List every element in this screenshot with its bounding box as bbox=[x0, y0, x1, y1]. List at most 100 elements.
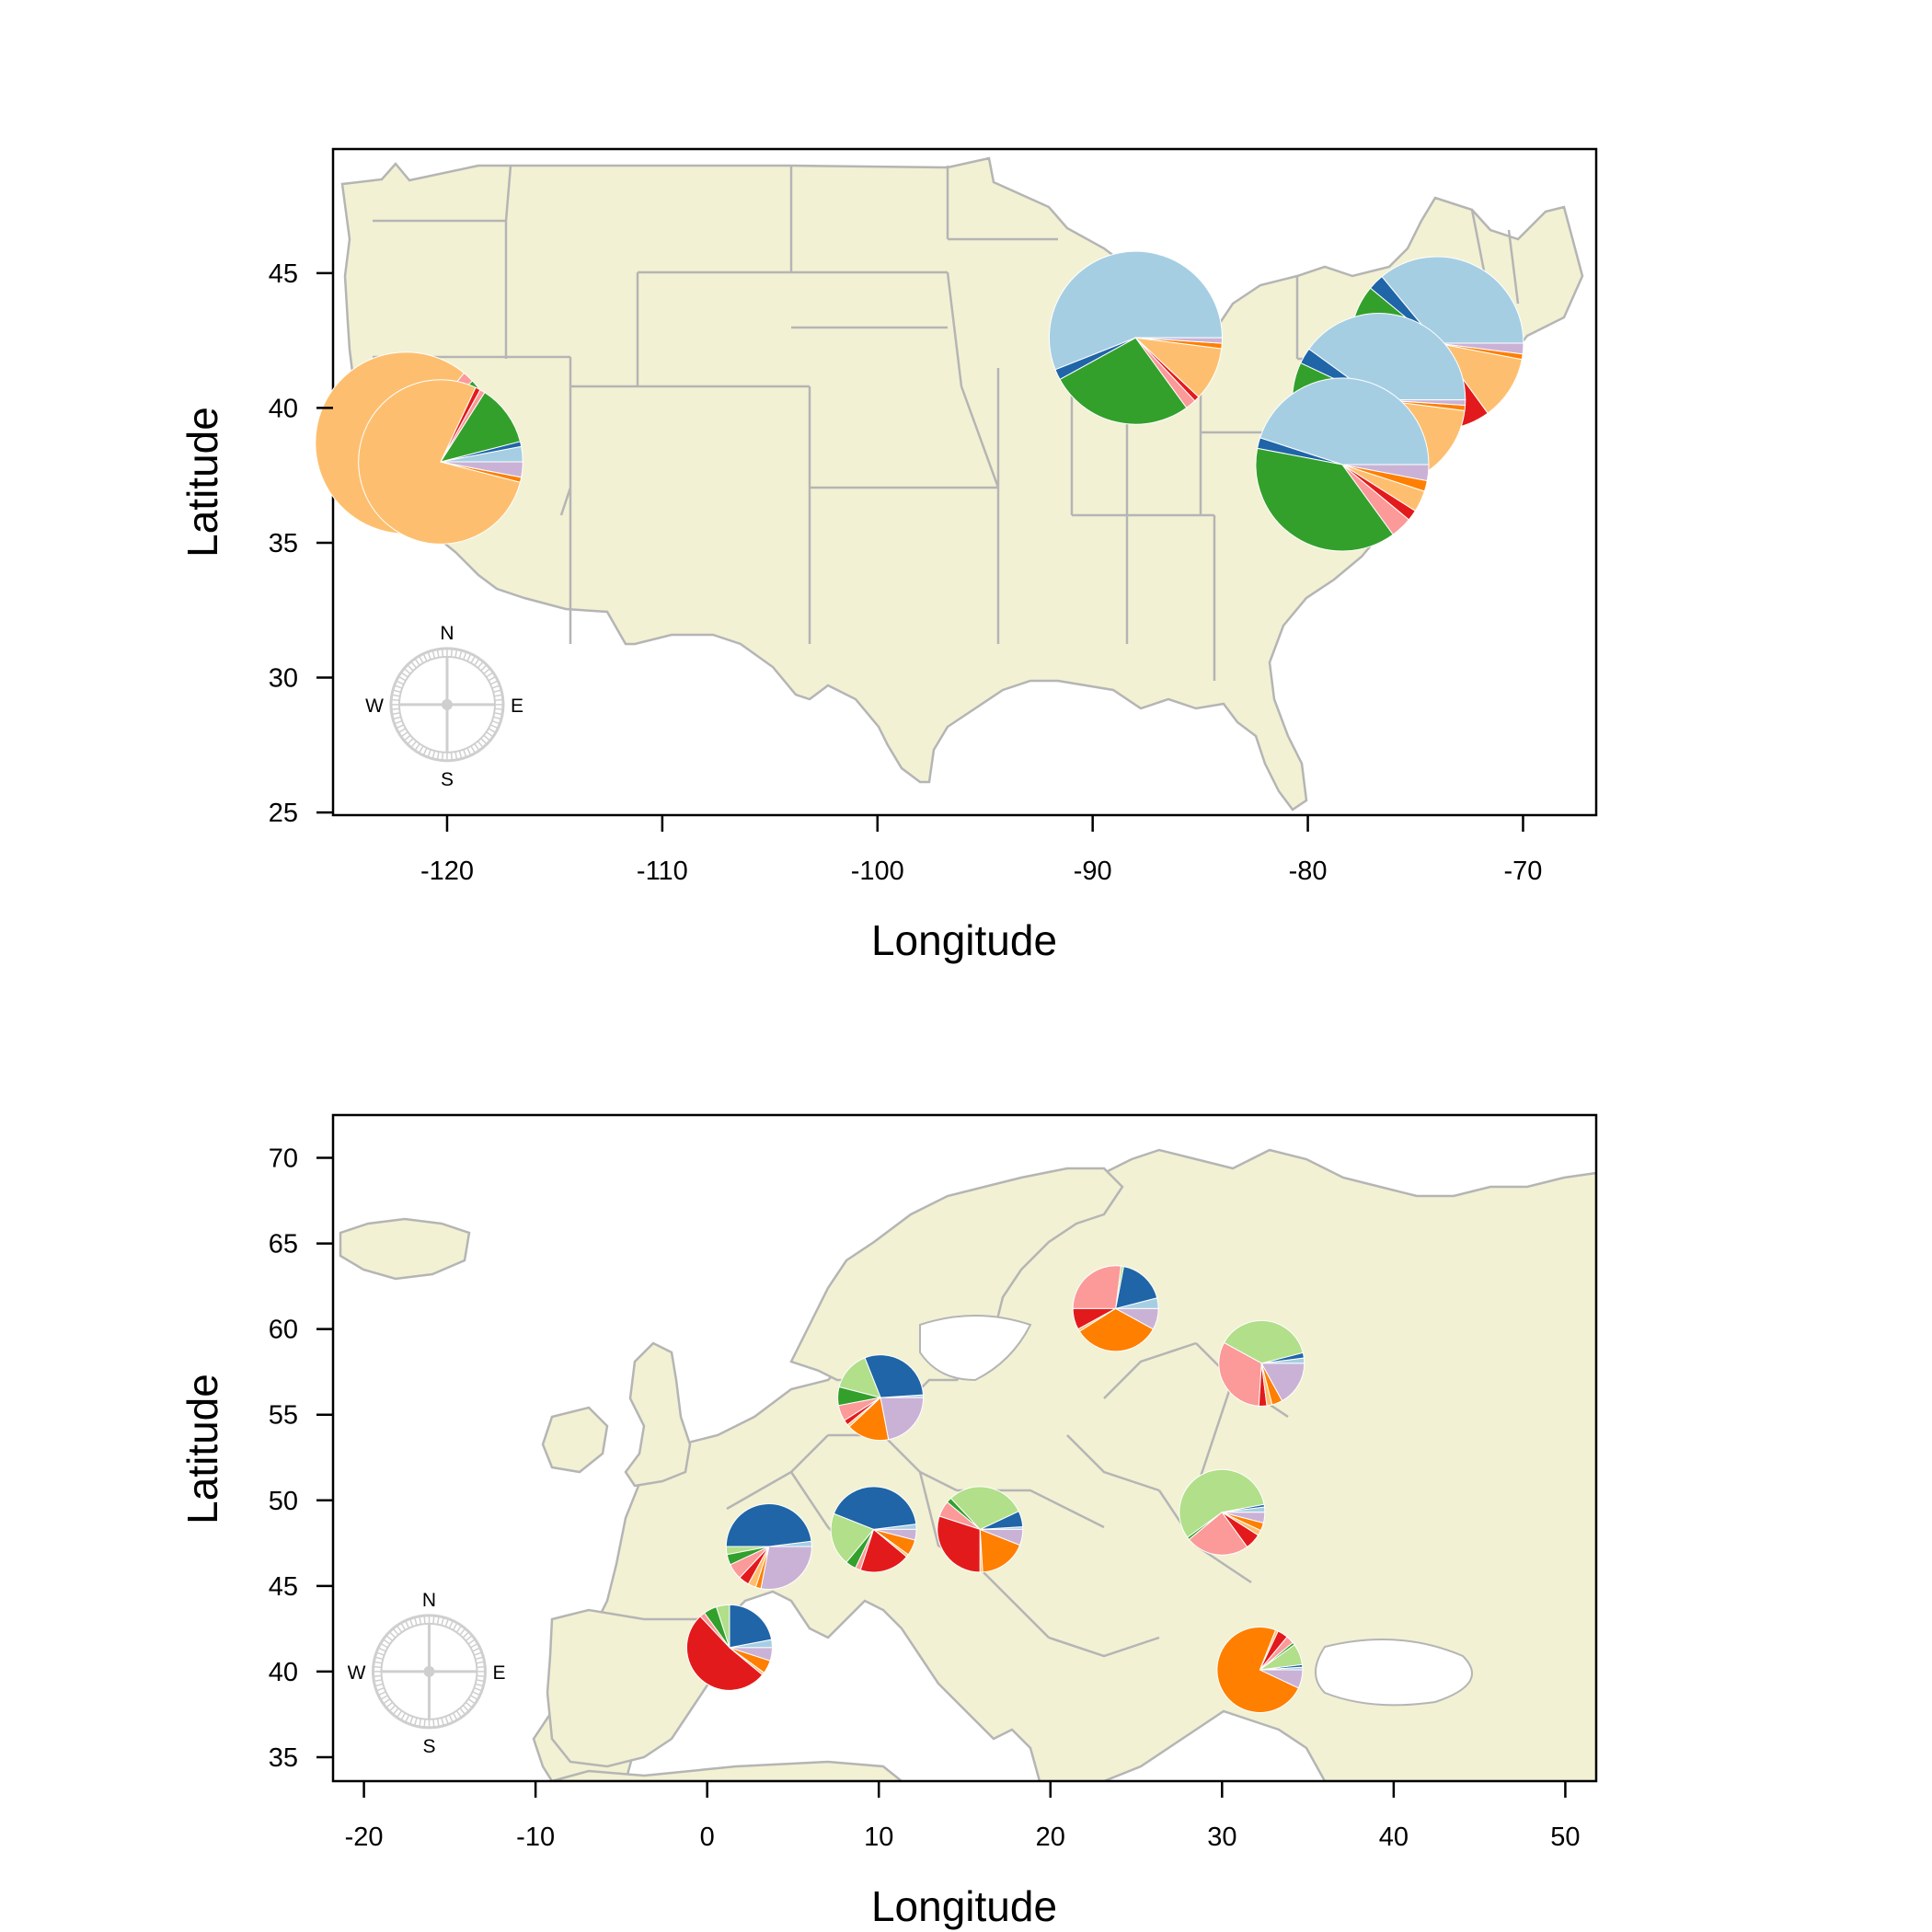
compass-tick bbox=[403, 734, 411, 742]
x-tick-label: 30 bbox=[1207, 1823, 1236, 1852]
compass-tick bbox=[483, 734, 491, 742]
compass-tick bbox=[383, 1639, 391, 1645]
europe-compass-rose: N S E W bbox=[348, 1590, 506, 1757]
compass-tick bbox=[400, 1712, 407, 1721]
compass-tick bbox=[450, 752, 454, 761]
compass-label-w: W bbox=[348, 1662, 366, 1684]
y-tick-label: 35 bbox=[269, 529, 298, 558]
compass-tick bbox=[455, 1710, 463, 1719]
compass-tick bbox=[436, 751, 440, 761]
compass-tick bbox=[410, 661, 418, 669]
compass-tick bbox=[491, 684, 500, 689]
compass-label-w: W bbox=[365, 696, 384, 717]
compass-tick bbox=[400, 1622, 407, 1631]
compass-tick bbox=[436, 1718, 440, 1728]
x-tick-label: -90 bbox=[1074, 857, 1112, 886]
pie-slice bbox=[1222, 1512, 1266, 1524]
pie-slice bbox=[880, 1397, 925, 1441]
europe-great-britain bbox=[624, 1341, 692, 1488]
pie-slice bbox=[440, 461, 523, 478]
compass-tick bbox=[392, 1708, 399, 1716]
compass-tick bbox=[489, 724, 499, 730]
pie-chart bbox=[937, 1486, 1024, 1573]
compass-tick bbox=[436, 1616, 440, 1625]
compass-tick bbox=[450, 648, 454, 658]
compass-tick bbox=[494, 694, 503, 697]
pie-slice bbox=[439, 391, 522, 463]
compass-tick bbox=[474, 1686, 483, 1692]
compass-tick bbox=[407, 738, 414, 745]
compass-tick bbox=[380, 1642, 388, 1649]
usa-map-panel: -120 -110 -100 -90 -80 -70 25 30 35 40 45 N S E W Lo… bbox=[178, 147, 1598, 964]
x-tick-label: 10 bbox=[864, 1823, 893, 1852]
compass-tick bbox=[419, 1718, 422, 1728]
compass-tick bbox=[459, 1708, 466, 1716]
pie-slice bbox=[1218, 1341, 1262, 1407]
x-tick-label: -100 bbox=[851, 857, 904, 886]
compass-tick bbox=[432, 1719, 435, 1728]
usa-land bbox=[340, 156, 1584, 811]
compass-tick bbox=[427, 651, 431, 661]
compass-tick bbox=[414, 658, 420, 666]
pie-slice bbox=[1072, 1265, 1122, 1309]
pie-chart bbox=[1049, 250, 1223, 425]
pie-chart bbox=[725, 1503, 812, 1590]
compass-center bbox=[423, 1665, 435, 1677]
y-tick-label: 40 bbox=[269, 394, 298, 423]
compass-tick bbox=[377, 1691, 386, 1696]
baltic-sea bbox=[919, 1315, 1032, 1382]
pie-chart bbox=[830, 1486, 917, 1573]
compass-tick bbox=[486, 672, 494, 678]
pie-slice bbox=[1115, 1266, 1158, 1309]
pie-slice bbox=[1259, 377, 1430, 466]
compass-label-n: N bbox=[440, 623, 454, 644]
y-tick-label: 25 bbox=[269, 799, 298, 828]
y-tick-label: 55 bbox=[269, 1401, 298, 1431]
y-tick-label: 70 bbox=[269, 1144, 298, 1174]
compass-tick bbox=[385, 1701, 394, 1708]
pie-slice bbox=[685, 1616, 764, 1691]
compass-tick bbox=[374, 1656, 384, 1661]
x-tick-label: -110 bbox=[637, 857, 688, 886]
compass-tick bbox=[391, 712, 400, 716]
compass-tick bbox=[494, 698, 503, 702]
compass-tick bbox=[444, 1716, 450, 1725]
compass-tick bbox=[432, 1616, 435, 1625]
compass-tick bbox=[410, 741, 418, 749]
compass-tick bbox=[400, 672, 408, 678]
usa-y-axis-title: Latitude bbox=[178, 407, 226, 558]
pie-slice bbox=[1216, 1627, 1300, 1713]
compass-tick bbox=[458, 650, 463, 659]
compass-tick bbox=[392, 716, 401, 720]
compass-tick bbox=[383, 1698, 391, 1705]
pie-slice bbox=[1223, 1319, 1304, 1364]
x-tick-label: 0 bbox=[700, 1823, 715, 1852]
compass-tick bbox=[408, 1716, 414, 1725]
pie-chart bbox=[1216, 1627, 1304, 1713]
compass-tick bbox=[392, 1627, 399, 1636]
compass-tick bbox=[462, 1631, 470, 1639]
pie-slice bbox=[1255, 447, 1394, 552]
compass-tick bbox=[373, 1674, 382, 1677]
compass-tick bbox=[474, 742, 480, 752]
pie-slice bbox=[833, 1486, 917, 1530]
compass-tick bbox=[491, 719, 500, 725]
compass-tick bbox=[454, 751, 458, 761]
compass-tick bbox=[448, 1620, 454, 1629]
compass-tick bbox=[422, 653, 428, 662]
compass-tick bbox=[452, 1712, 458, 1721]
compass-tick bbox=[459, 1627, 466, 1636]
compass-tick bbox=[494, 707, 503, 710]
compass-tick bbox=[465, 1701, 473, 1708]
pie-chart bbox=[1072, 1265, 1159, 1352]
compass-tick bbox=[423, 1616, 426, 1625]
black-sea bbox=[1315, 1639, 1473, 1707]
compass-tick bbox=[472, 1691, 481, 1696]
compass-tick bbox=[403, 668, 411, 674]
compass-tick bbox=[373, 1665, 382, 1669]
x-tick-label: 20 bbox=[1036, 1823, 1065, 1852]
x-tick-label: -70 bbox=[1504, 857, 1543, 886]
usa-landmass bbox=[340, 156, 1584, 811]
compass-tick bbox=[413, 1717, 418, 1726]
